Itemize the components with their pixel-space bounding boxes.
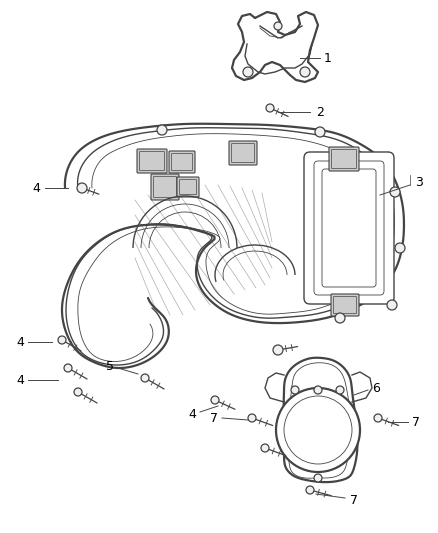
- Circle shape: [276, 388, 360, 472]
- FancyBboxPatch shape: [177, 177, 199, 197]
- Circle shape: [266, 104, 274, 112]
- Circle shape: [58, 336, 66, 344]
- Circle shape: [157, 125, 167, 135]
- Circle shape: [314, 386, 322, 394]
- FancyBboxPatch shape: [229, 141, 257, 165]
- FancyBboxPatch shape: [169, 151, 195, 173]
- Text: 4: 4: [16, 374, 24, 386]
- Circle shape: [211, 396, 219, 404]
- Circle shape: [387, 300, 397, 310]
- Text: 6: 6: [372, 382, 380, 394]
- Circle shape: [273, 345, 283, 355]
- Circle shape: [395, 243, 405, 253]
- Circle shape: [336, 386, 344, 394]
- FancyBboxPatch shape: [151, 174, 179, 200]
- Text: 1: 1: [324, 52, 332, 64]
- Text: 4: 4: [188, 408, 196, 422]
- Circle shape: [274, 22, 282, 30]
- Circle shape: [248, 414, 256, 422]
- Circle shape: [300, 67, 310, 77]
- Circle shape: [315, 127, 325, 137]
- Circle shape: [291, 386, 299, 394]
- Circle shape: [243, 67, 253, 77]
- Text: 7: 7: [210, 411, 218, 424]
- FancyBboxPatch shape: [304, 152, 394, 304]
- Text: 5: 5: [106, 359, 114, 373]
- Circle shape: [390, 187, 400, 197]
- Circle shape: [374, 414, 382, 422]
- Text: 4: 4: [32, 182, 40, 195]
- Text: 3: 3: [415, 176, 423, 190]
- Text: 4: 4: [16, 335, 24, 349]
- FancyBboxPatch shape: [331, 294, 359, 316]
- Circle shape: [335, 313, 345, 323]
- Circle shape: [306, 486, 314, 494]
- Text: 7: 7: [412, 416, 420, 429]
- Text: 7: 7: [350, 494, 358, 506]
- Circle shape: [74, 388, 82, 396]
- Circle shape: [64, 364, 72, 372]
- FancyBboxPatch shape: [329, 147, 359, 171]
- Circle shape: [77, 183, 87, 193]
- Circle shape: [314, 474, 322, 482]
- Text: 2: 2: [316, 106, 324, 118]
- Circle shape: [261, 444, 269, 452]
- Circle shape: [141, 374, 149, 382]
- FancyBboxPatch shape: [137, 149, 167, 173]
